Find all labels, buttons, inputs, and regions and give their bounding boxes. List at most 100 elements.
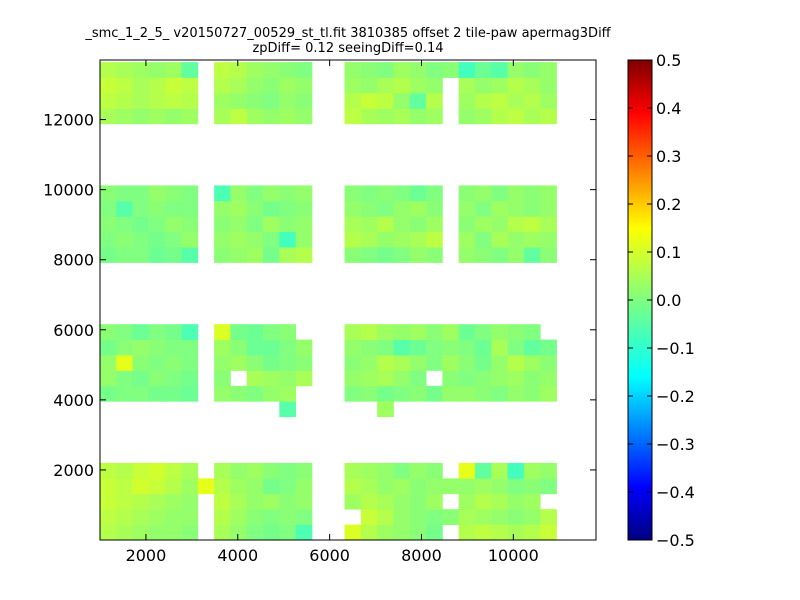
heatmap-cell bbox=[148, 108, 166, 125]
heatmap-cell bbox=[116, 108, 133, 125]
heatmap-cell bbox=[279, 339, 297, 356]
heatmap-cell bbox=[360, 509, 378, 525]
x-tick-label: 2000 bbox=[126, 546, 167, 565]
heatmap-cell bbox=[458, 462, 476, 479]
heatmap-cell bbox=[230, 324, 248, 340]
heatmap-cell bbox=[230, 385, 248, 402]
heatmap-cell bbox=[100, 462, 117, 479]
heatmap-cell bbox=[116, 370, 133, 387]
heatmap-cell bbox=[458, 324, 476, 340]
heatmap-cell bbox=[491, 231, 508, 248]
heatmap-cell bbox=[100, 185, 117, 202]
heatmap-cell bbox=[426, 462, 443, 479]
heatmap-cell bbox=[246, 355, 264, 371]
heatmap-cell bbox=[540, 247, 557, 263]
heatmap-cell bbox=[377, 524, 394, 541]
colorbar-tick-label: −0.3 bbox=[656, 435, 695, 454]
heatmap-cell bbox=[116, 385, 133, 402]
heatmap-cell bbox=[132, 77, 150, 94]
heatmap-cell bbox=[426, 231, 443, 248]
heatmap-cell bbox=[100, 77, 117, 94]
heatmap-cell bbox=[491, 185, 508, 202]
heatmap-cell bbox=[246, 493, 264, 510]
heatmap-cell bbox=[393, 385, 411, 402]
colorbar-tick-label: 0.5 bbox=[656, 51, 681, 70]
heatmap-cell bbox=[230, 462, 248, 479]
heatmap-cell bbox=[148, 77, 166, 94]
heatmap-cell bbox=[474, 385, 492, 402]
heatmap-cell bbox=[426, 355, 443, 371]
heatmap-cell bbox=[263, 62, 280, 78]
heatmap-cell bbox=[426, 108, 443, 125]
heatmap-cell bbox=[295, 62, 313, 78]
heatmap-cell bbox=[344, 216, 362, 233]
heatmap-cell bbox=[246, 62, 264, 78]
heatmap-cell bbox=[377, 200, 394, 217]
heatmap-cell bbox=[181, 324, 199, 340]
heatmap-cell bbox=[116, 231, 133, 248]
heatmap-cell bbox=[214, 62, 231, 78]
heatmap-cell bbox=[246, 77, 264, 94]
heatmap-cell bbox=[344, 462, 362, 479]
heatmap-cell bbox=[377, 493, 394, 510]
heatmap-cell bbox=[181, 92, 199, 109]
colorbar-tick-label: −0.2 bbox=[656, 387, 695, 406]
heatmap-cell bbox=[507, 216, 525, 233]
heatmap-cell bbox=[132, 231, 150, 248]
heatmap-cell bbox=[393, 324, 411, 340]
heatmap-cell bbox=[214, 231, 231, 248]
heatmap-cell bbox=[474, 108, 492, 125]
heatmap-cell bbox=[181, 216, 199, 233]
heatmap-cell bbox=[360, 92, 378, 109]
heatmap-cell bbox=[393, 62, 411, 78]
heatmap-cell bbox=[181, 185, 199, 202]
heatmap-cell bbox=[214, 247, 231, 263]
heatmap-cell bbox=[181, 200, 199, 217]
heatmap-cell bbox=[100, 509, 117, 525]
heatmap-cell bbox=[181, 231, 199, 248]
heatmap-cell bbox=[165, 62, 182, 78]
heatmap-cell bbox=[409, 247, 427, 263]
x-tick-label: 10000 bbox=[488, 546, 539, 565]
heatmap-cell bbox=[263, 231, 280, 248]
heatmap-cell bbox=[426, 524, 443, 541]
heatmap-cell bbox=[507, 247, 525, 263]
colorbar-tick-label: −0.4 bbox=[656, 483, 695, 502]
heatmap-cell bbox=[132, 324, 150, 340]
heatmap-cell bbox=[474, 92, 492, 109]
heatmap-cell bbox=[507, 355, 525, 371]
heatmap-cell bbox=[246, 509, 264, 525]
heatmap-cell bbox=[148, 92, 166, 109]
heatmap-cell bbox=[523, 493, 541, 510]
heatmap-cell bbox=[360, 478, 378, 495]
heatmap-cell bbox=[458, 77, 476, 94]
heatmap-cell bbox=[100, 108, 117, 125]
heatmap-cell bbox=[165, 462, 182, 479]
chart-subtitle: zpDiff= 0.12 seeingDiff=0.14 bbox=[252, 41, 443, 56]
heatmap-cell bbox=[132, 108, 150, 125]
heatmap-cell bbox=[377, 401, 394, 418]
heatmap-cell bbox=[344, 355, 362, 371]
heatmap-cell bbox=[409, 185, 427, 202]
heatmap-cell bbox=[523, 478, 541, 495]
heatmap-cell bbox=[246, 478, 264, 495]
heatmap-cell bbox=[540, 62, 557, 78]
heatmap-cell bbox=[523, 324, 541, 340]
heatmap-cell bbox=[393, 478, 411, 495]
heatmap-cell bbox=[377, 62, 394, 78]
heatmap-cell bbox=[360, 108, 378, 125]
heatmap-cell bbox=[279, 509, 297, 525]
heatmap-cell bbox=[230, 509, 248, 525]
x-axis: 2000 4000 6000 8000 10000 bbox=[126, 60, 539, 565]
heatmap-cell bbox=[263, 247, 280, 263]
heatmap-cell bbox=[409, 355, 427, 371]
heatmap-cell bbox=[393, 77, 411, 94]
heatmap-cell bbox=[377, 216, 394, 233]
heatmap-cell bbox=[148, 493, 166, 510]
heatmap-cell bbox=[474, 509, 492, 525]
heatmap-cell bbox=[458, 385, 476, 402]
heatmap-cell bbox=[507, 324, 525, 340]
heatmap-cell bbox=[246, 185, 264, 202]
heatmap-cell bbox=[540, 185, 557, 202]
heatmap-cell bbox=[132, 92, 150, 109]
